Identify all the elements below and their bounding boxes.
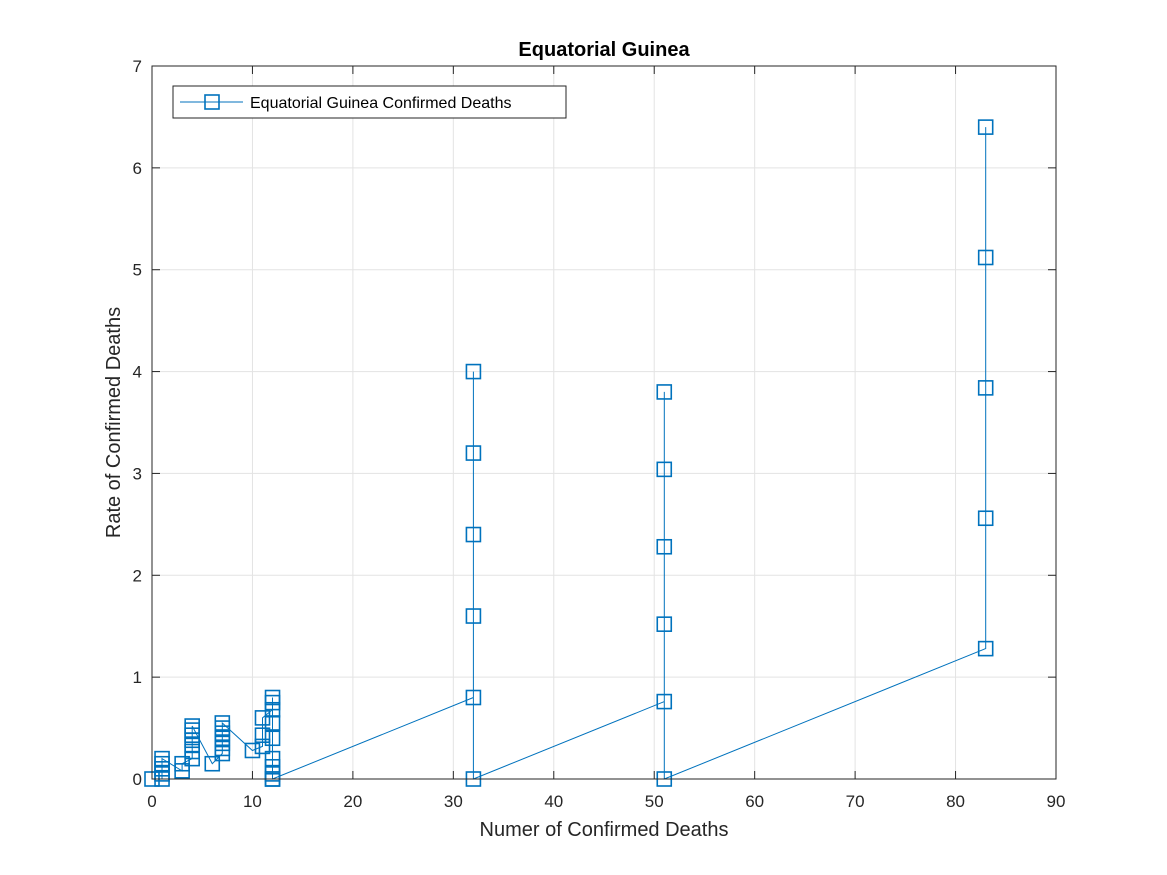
y-tick-label: 1 xyxy=(133,668,142,687)
data-point-marker xyxy=(264,730,281,747)
data-point-marker xyxy=(977,119,994,135)
data-point-marker xyxy=(465,363,482,380)
y-tick-label: 0 xyxy=(133,770,142,789)
axes xyxy=(151,65,1057,780)
data-point-marker xyxy=(656,384,673,400)
x-tick-label: 50 xyxy=(645,792,664,811)
data-point-marker xyxy=(465,526,482,543)
data-point-marker xyxy=(656,616,673,632)
data-point-marker xyxy=(254,727,271,744)
data-point-marker xyxy=(465,689,482,706)
y-tick-label: 3 xyxy=(133,464,142,483)
x-tick-label: 0 xyxy=(147,792,156,811)
y-tick-label: 6 xyxy=(133,159,142,178)
y-tick-label: 5 xyxy=(133,261,142,280)
chart-title: Equatorial Guinea xyxy=(518,39,690,61)
x-tick-label: 70 xyxy=(846,792,865,811)
data-point-marker xyxy=(204,755,221,772)
data-point-marker xyxy=(214,715,231,731)
data-point-marker xyxy=(977,380,994,396)
x-tick-label: 90 xyxy=(1047,792,1066,811)
x-tick-label: 40 xyxy=(544,792,563,811)
data-point-marker xyxy=(264,689,281,706)
y-tick-label: 4 xyxy=(133,363,142,382)
data-point-marker xyxy=(656,538,673,555)
plot-area xyxy=(152,66,1056,779)
data-point-marker xyxy=(465,608,482,624)
data-point-marker xyxy=(465,445,482,461)
data-point-marker xyxy=(264,715,281,731)
data-point-marker xyxy=(656,693,673,710)
data-point-marker xyxy=(154,750,170,767)
series-line xyxy=(152,127,987,780)
tick-labels: 0 10 20 30 40 50 60 70 80 90 0 1 2 3 4 5 6 7 xyxy=(133,57,1066,811)
x-axis-label: Numer of Confirmed Deaths xyxy=(480,819,729,841)
x-tick-label: 20 xyxy=(343,792,362,811)
x-tick-label: 10 xyxy=(243,792,262,811)
data-point-marker xyxy=(977,640,994,657)
data-point-marker xyxy=(977,249,994,266)
y-axis-label: Rate of Confirmed Deaths xyxy=(103,307,125,538)
y-tick-label: 7 xyxy=(133,57,142,76)
x-tick-label: 60 xyxy=(745,792,764,811)
data-point-marker xyxy=(174,755,190,772)
axes-box xyxy=(151,65,1057,780)
data-point-marker xyxy=(656,461,673,478)
data-point-marker xyxy=(977,510,994,527)
data-point-marker xyxy=(184,718,200,734)
legend-marker xyxy=(204,94,220,110)
y-tick-label: 2 xyxy=(133,566,142,585)
legend-entry: Equatorial Guinea Confirmed Deaths xyxy=(250,95,511,112)
data-point-marker xyxy=(254,710,271,726)
data-point-marker xyxy=(244,742,261,759)
data-point-marker xyxy=(254,738,271,755)
x-tick-label: 30 xyxy=(444,792,463,811)
x-tick-label: 80 xyxy=(946,792,965,811)
legend: Equatorial Guinea Confirmed Deaths xyxy=(172,85,567,119)
data-point-marker xyxy=(264,750,281,767)
